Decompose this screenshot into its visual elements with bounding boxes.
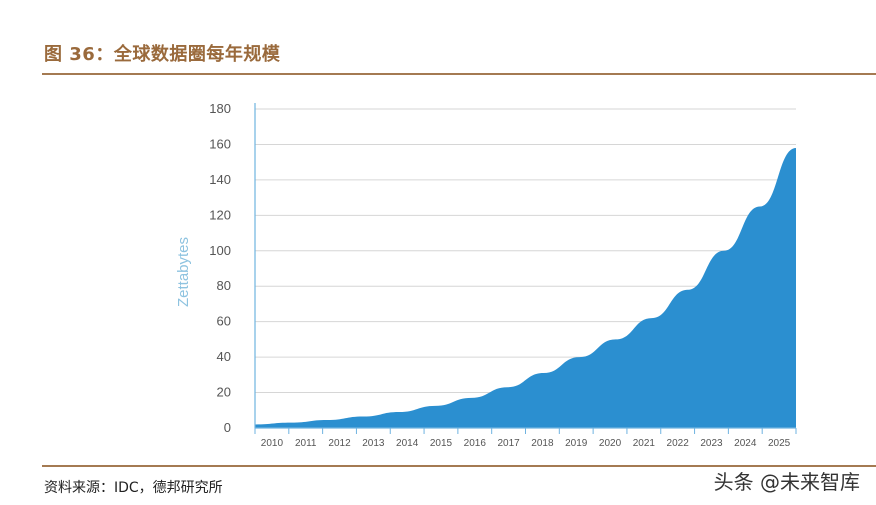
x-tick-label: 2020 (599, 438, 622, 449)
grid-lines (255, 108, 796, 394)
x-tick-label: 2014 (396, 438, 419, 449)
source-divider (42, 465, 876, 467)
x-tick-label: 2018 (531, 438, 554, 449)
x-tick-label: 2025 (768, 438, 791, 449)
area-series (255, 147, 796, 428)
figure-title: 图 36：全球数据圈每年规模 (44, 44, 281, 65)
x-tick-label: 2015 (430, 438, 453, 449)
x-tick-label: 2019 (565, 438, 588, 449)
y-tick-label: 80 (217, 278, 231, 293)
y-tick-labels: 0 20 40 60 80 100 120 140 160 180 (209, 101, 231, 435)
area-fill (255, 147, 796, 428)
x-tick-label: 2013 (362, 438, 385, 449)
watermark-text: 头条 @未来智库 (713, 470, 860, 494)
x-tick-label: 2017 (497, 438, 520, 449)
title-divider (42, 73, 876, 75)
y-tick-label: 180 (209, 101, 231, 116)
y-axis-label: Zettabytes (175, 237, 192, 307)
x-tick-label: 2011 (295, 438, 317, 449)
x-tick-label: 2016 (464, 438, 487, 449)
x-tick-label: 2024 (734, 438, 757, 449)
y-tick-label: 40 (217, 349, 231, 364)
x-tick-labels: 2010 2011 2012 2013 2014 2015 2016 2017 2018 2019… (261, 438, 791, 449)
source-note: 资料来源：IDC，德邦研究所 (44, 480, 223, 496)
x-tick-label: 2010 (261, 438, 284, 449)
y-tick-label: 20 (217, 385, 231, 400)
y-tick-label: 120 (209, 207, 231, 222)
x-tick-label: 2021 (633, 438, 656, 449)
axes (254, 103, 797, 434)
y-tick-label: 160 (209, 136, 231, 151)
y-tick-label: 100 (209, 243, 231, 258)
y-tick-label: 140 (209, 172, 231, 187)
x-tick-label: 2012 (328, 438, 351, 449)
y-tick-label: 60 (217, 314, 231, 329)
x-tick-label: 2023 (700, 438, 723, 449)
y-tick-label: 0 (224, 420, 231, 435)
x-tick-label: 2022 (667, 438, 690, 449)
